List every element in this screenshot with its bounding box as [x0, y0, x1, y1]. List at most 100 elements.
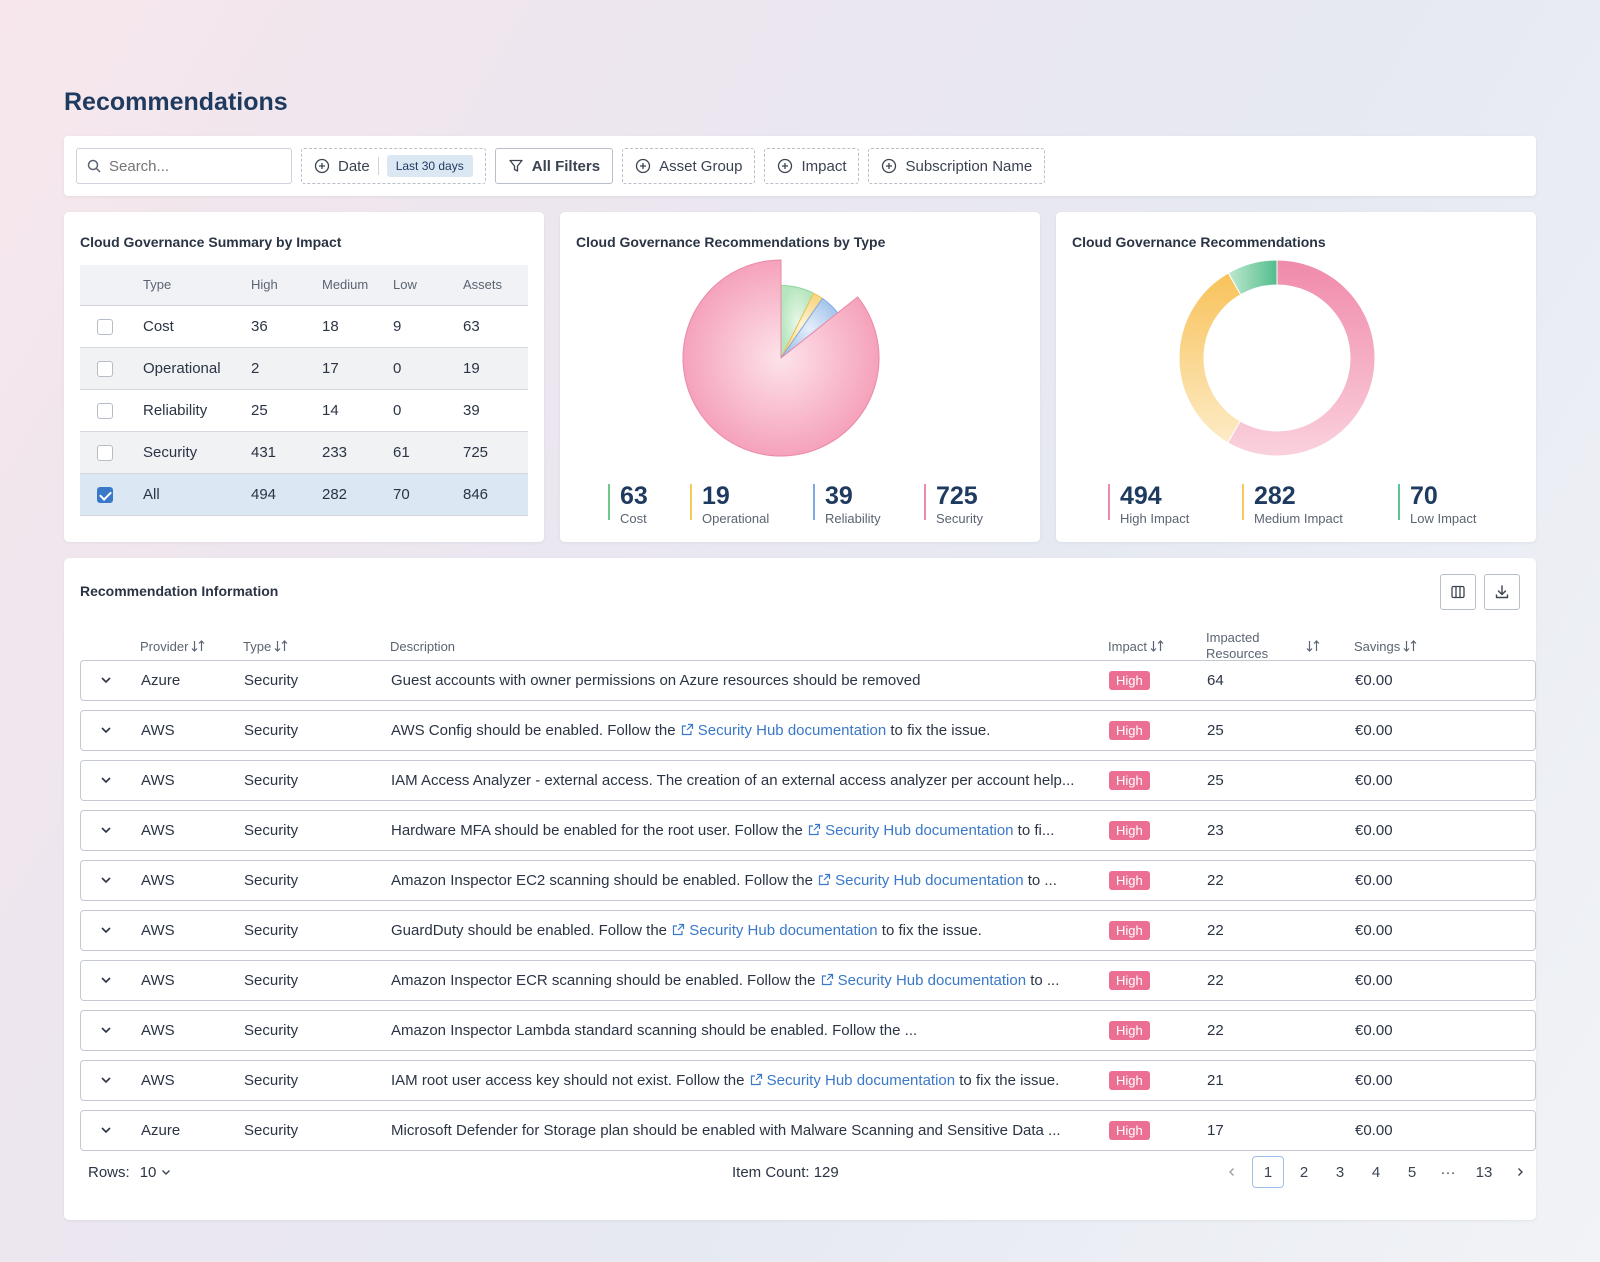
security-hub-doc-link[interactable]: Security Hub documentation	[671, 922, 878, 939]
sort-icon	[1150, 640, 1164, 652]
donut-segment-high-impact[interactable]	[1227, 259, 1376, 457]
table-row[interactable]: AWS Security GuardDuty should be enabled. …	[80, 910, 1536, 951]
security-hub-doc-link[interactable]: Security Hub documentation	[749, 1072, 955, 1089]
page-button-1[interactable]: 1	[1252, 1156, 1284, 1188]
all-filters-button[interactable]: All Filters	[494, 148, 614, 184]
page-button-2[interactable]: 2	[1299, 1163, 1309, 1181]
download-button[interactable]	[1484, 574, 1520, 610]
search-box[interactable]	[76, 148, 292, 184]
row-checkbox[interactable]	[97, 402, 113, 419]
columns-button[interactable]	[1440, 574, 1476, 610]
page-button-13[interactable]: 13	[1475, 1163, 1493, 1181]
expand-row-button[interactable]	[99, 811, 113, 850]
pie-slice-security[interactable]	[682, 259, 880, 457]
provider-cell: AWS	[141, 722, 175, 739]
resources-cell: 25	[1207, 722, 1224, 739]
page-button-5[interactable]: 5	[1407, 1163, 1417, 1181]
security-hub-doc-link[interactable]: Security Hub documentation	[820, 972, 1026, 989]
page-button-4[interactable]: 4	[1371, 1163, 1381, 1181]
provider-header[interactable]: Provider	[140, 624, 205, 668]
table-row[interactable]: AWS Security IAM root user access key shou…	[80, 1060, 1536, 1101]
summary-row-security[interactable]: Security 431 233 61 725	[80, 430, 528, 473]
impact-header[interactable]: Impact	[1108, 624, 1164, 668]
resources-cell: 64	[1207, 672, 1224, 689]
stat-label: Security	[936, 511, 983, 526]
rows-per-page[interactable]: Rows: 10	[88, 1154, 172, 1190]
stat-value: 19	[702, 482, 730, 510]
impact-badge: High	[1109, 1021, 1150, 1040]
stat-value: 725	[936, 482, 978, 510]
description-cell: Microsoft Defender for Storage plan shou…	[391, 1111, 1099, 1150]
impacted-resources-sort[interactable]	[1306, 624, 1320, 668]
pagination: 1 2 3 4 5 ··· 13	[1216, 1154, 1536, 1190]
link-text: Security Hub documentation	[835, 872, 1024, 889]
expand-row-button[interactable]	[99, 661, 113, 700]
impact-cell: High	[1109, 1111, 1150, 1150]
stat-low-impact: 70 Low Impact	[1398, 482, 1476, 526]
expand-row-button[interactable]	[99, 1061, 113, 1100]
filter-bar: Date Last 30 days All Filters Asset Grou…	[64, 136, 1536, 196]
recommendation-title: Recommendation Information	[80, 583, 279, 599]
description-cell: Amazon Inspector EC2 scanning should be …	[391, 861, 1099, 900]
expand-row-button[interactable]	[99, 911, 113, 950]
search-input[interactable]	[109, 157, 279, 175]
table-row[interactable]: AWS Security Amazon Inspector Lambda stand…	[80, 1010, 1536, 1051]
page-ellipsis[interactable]: ···	[1440, 1163, 1456, 1181]
savings-cell: €0.00	[1355, 922, 1393, 939]
security-hub-doc-link[interactable]: Security Hub documentation	[680, 722, 886, 739]
table-footer: Rows: 10 Item Count: 129 1 2 3 4 5 ··· 1…	[80, 1154, 1536, 1194]
security-hub-doc-link[interactable]: Security Hub documentation	[817, 872, 1024, 889]
chevron-down-icon	[101, 727, 111, 734]
table-row[interactable]: AWS Security Hardware MFA should be enable…	[80, 810, 1536, 851]
impact-filter-button[interactable]: Impact	[764, 148, 860, 184]
table-row[interactable]: Azure Security Microsoft Defender for Stor…	[80, 1110, 1536, 1151]
columns-icon	[1451, 585, 1465, 599]
donut-segment-low-impact[interactable]	[1227, 259, 1278, 296]
type-cell: All	[143, 472, 251, 516]
stat-high-impact: 494 High Impact	[1108, 482, 1189, 526]
download-icon	[1495, 585, 1509, 599]
type-header[interactable]: Type	[243, 624, 288, 668]
stat-value: 494	[1120, 482, 1162, 510]
subscription-name-filter-button[interactable]: Subscription Name	[868, 148, 1046, 184]
table-row[interactable]: Azure Security Guest accounts with owner p…	[80, 660, 1536, 701]
impact-cell: High	[1109, 861, 1150, 900]
next-page-button[interactable]	[1504, 1156, 1536, 1188]
type-cell: Security	[244, 922, 299, 939]
expand-row-button[interactable]	[99, 1011, 113, 1050]
savings-header[interactable]: Savings	[1354, 624, 1417, 668]
external-link-icon	[808, 823, 821, 836]
provider-cell: AWS	[141, 1022, 175, 1039]
type-cell: Reliability	[143, 388, 251, 431]
col-medium: Medium	[322, 277, 369, 293]
donut-segment-medium-impact[interactable]	[1178, 272, 1242, 444]
row-checkbox[interactable]	[97, 318, 113, 335]
summary-row-operational[interactable]: Operational 2 17 0 19	[80, 346, 528, 389]
expand-row-button[interactable]	[99, 961, 113, 1000]
page-button-3[interactable]: 3	[1335, 1163, 1345, 1181]
description-text: Amazon Inspector Lambda standard scannin…	[391, 1022, 918, 1039]
stat-label: Medium Impact	[1254, 511, 1343, 526]
date-filter-button[interactable]: Date Last 30 days	[301, 148, 486, 184]
asset-group-filter-button[interactable]: Asset Group	[622, 148, 756, 184]
savings-cell: €0.00	[1355, 822, 1393, 839]
summary-row-all[interactable]: All 494 282 70 846	[80, 472, 528, 516]
summary-row-reliability[interactable]: Reliability 25 14 0 39	[80, 388, 528, 431]
medium-cell: 18	[322, 304, 393, 347]
impacted-resources-header[interactable]: Impacted Resources	[1206, 624, 1268, 668]
table-row[interactable]: AWS Security Amazon Inspector EC2 scanning…	[80, 860, 1536, 901]
summary-row-cost[interactable]: Cost 36 18 9 63	[80, 304, 528, 347]
row-checkbox[interactable]	[97, 444, 113, 461]
expand-row-button[interactable]	[99, 861, 113, 900]
table-row[interactable]: AWS Security IAM Access Analyzer - externa…	[80, 760, 1536, 801]
row-checkbox-checked[interactable]	[97, 486, 113, 503]
table-row[interactable]: AWS Security Amazon Inspector ECR scanning…	[80, 960, 1536, 1001]
row-checkbox[interactable]	[97, 360, 113, 377]
security-hub-doc-link[interactable]: Security Hub documentation	[807, 822, 1014, 839]
prev-page-button[interactable]	[1216, 1156, 1248, 1188]
expand-row-button[interactable]	[99, 1111, 113, 1150]
expand-row-button[interactable]	[99, 711, 113, 750]
asset-group-label: Asset Group	[659, 157, 743, 175]
expand-row-button[interactable]	[99, 761, 113, 800]
table-row[interactable]: AWS Security AWS Config should be enabled.…	[80, 710, 1536, 751]
